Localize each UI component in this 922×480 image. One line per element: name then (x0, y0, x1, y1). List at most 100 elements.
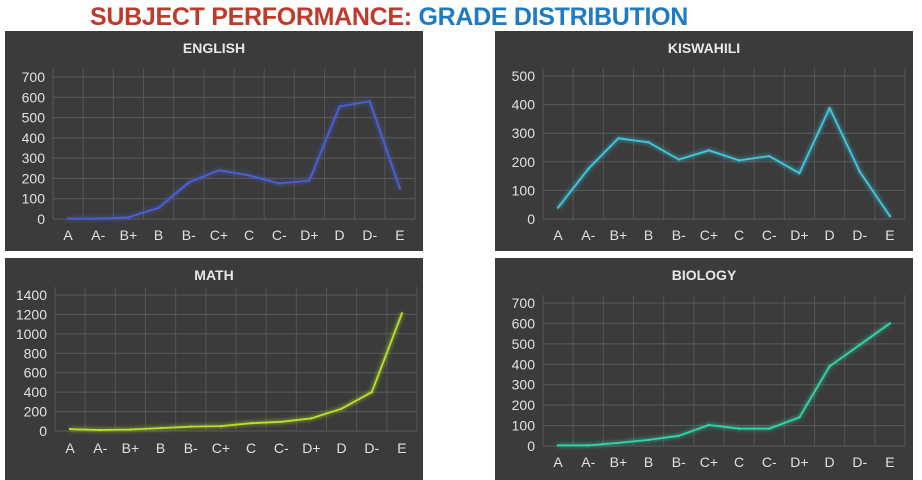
data-point (340, 407, 343, 410)
data-point (888, 214, 892, 218)
x-tick-label: D+ (302, 440, 320, 456)
x-tick-label: A- (93, 440, 107, 456)
chart-svg: 0 200 400 600 800 1000 1200 1400 A A- B+ B B- C+ C C- D+… (16, 287, 418, 456)
y-tick-label: 0 (527, 211, 535, 227)
data-point (129, 428, 132, 431)
data-point (587, 444, 590, 447)
x-tick-label: B+ (120, 227, 138, 243)
data-point (768, 427, 771, 430)
x-tick-label: D- (364, 440, 379, 456)
y-tick-label: 500 (22, 110, 46, 126)
data-point (798, 416, 801, 419)
series-line (557, 107, 891, 217)
x-tick-label: A (65, 440, 75, 456)
x-tick-label: D+ (300, 227, 318, 243)
x-tick-label: E (395, 227, 404, 243)
data-point (368, 100, 371, 103)
x-tick-label: A- (581, 454, 595, 470)
chart-title: ENGLISH (182, 40, 246, 56)
y-tick-label: 500 (512, 336, 536, 352)
x-tick-label: D (825, 227, 835, 243)
data-point (768, 154, 771, 158)
data-point (617, 137, 620, 140)
y-tick-label: 200 (22, 170, 46, 186)
chart-svg: 0 100 200 300 400 500 600 700 A A- B+ B B- C+ C C- D+ D D-… (512, 295, 906, 470)
y-tick-label: 200 (512, 397, 536, 413)
data-point (280, 420, 283, 423)
x-tick-label: D- (852, 454, 867, 470)
x-tick-label: C (244, 227, 254, 243)
x-tick-label: C- (762, 227, 777, 243)
data-point (97, 217, 100, 220)
chart-svg: 0 100 200 300 400 500 600 700 A A- B+ B B- C+ C C- D+ D D-… (22, 69, 416, 243)
x-tick-label: A- (581, 227, 595, 243)
y-tick-label: 1200 (16, 306, 47, 322)
chart-panel-kiswahili: KISWAHILI 0 100 200 300 400 500 A A- B+ B B- C+ C C- D… (495, 31, 913, 251)
x-tick-label: D (335, 227, 345, 243)
x-tick-label: C+ (212, 440, 230, 456)
x-tick-label: D (337, 440, 347, 456)
data-point (187, 181, 190, 184)
page-title-part1: SUBJECT PERFORMANCE: (90, 3, 412, 31)
y-tick-label: 600 (24, 365, 48, 381)
data-point (217, 169, 221, 172)
x-tick-label: C (734, 454, 744, 470)
data-point (398, 187, 402, 190)
x-tick-label: B+ (610, 454, 628, 470)
y-tick-label: 0 (37, 211, 45, 227)
data-point (647, 438, 650, 442)
data-point (647, 141, 650, 144)
series-line (558, 322, 891, 447)
data-point (858, 170, 861, 174)
x-tick-label: D- (852, 227, 867, 243)
data-point (308, 179, 311, 182)
data-point (828, 106, 831, 110)
x-tick-label: C- (272, 227, 287, 243)
data-point (249, 422, 253, 425)
x-tick-label: B+ (122, 440, 140, 456)
data-point (247, 174, 251, 177)
x-tick-label: C (246, 440, 256, 456)
chart-title: KISWAHILI (667, 40, 741, 56)
x-tick-label: B- (184, 440, 198, 456)
x-tick-label: C+ (210, 227, 228, 243)
y-tick-label: 700 (22, 69, 46, 85)
data-point (66, 217, 70, 220)
data-point (556, 206, 560, 209)
y-tick-label: 400 (512, 356, 536, 372)
data-point (189, 425, 192, 428)
data-point (338, 105, 341, 108)
data-point (310, 417, 313, 420)
x-tick-label: D+ (790, 227, 808, 243)
x-tick-label: B- (672, 454, 686, 470)
y-tick-label: 0 (39, 423, 47, 439)
x-tick-label: B- (182, 227, 196, 243)
y-tick-label: 100 (512, 182, 536, 198)
data-point (737, 159, 741, 162)
data-point (858, 343, 861, 347)
x-tick-label: B (644, 454, 653, 470)
x-tick-label: A (63, 227, 73, 243)
y-tick-label: 1000 (16, 326, 47, 342)
y-tick-label: 300 (512, 125, 536, 141)
x-tick-label: D (825, 454, 835, 470)
data-point (99, 428, 102, 432)
y-tick-label: 400 (512, 97, 536, 113)
chart-panel-math: MATH 0 200 400 600 800 1000 1200 1400 A A- B+ B B- C+… (5, 258, 423, 480)
series-line (70, 313, 403, 431)
x-tick-label: B (154, 227, 163, 243)
x-tick-label: A (553, 454, 563, 470)
x-tick-label: C- (762, 454, 777, 470)
x-tick-label: B (644, 227, 653, 243)
x-tick-label: D+ (790, 454, 808, 470)
data-point (677, 434, 680, 437)
y-tick-label: 0 (527, 438, 535, 454)
x-tick-label: B+ (610, 227, 628, 243)
data-point (798, 172, 801, 175)
x-tick-label: A- (91, 227, 105, 243)
y-tick-label: 400 (24, 384, 48, 400)
data-point (159, 426, 162, 430)
chart-title: MATH (194, 267, 234, 283)
page-title: SUBJECT PERFORMANCE: GRADE DISTRIBUTION (90, 2, 790, 32)
y-tick-label: 700 (512, 295, 536, 311)
